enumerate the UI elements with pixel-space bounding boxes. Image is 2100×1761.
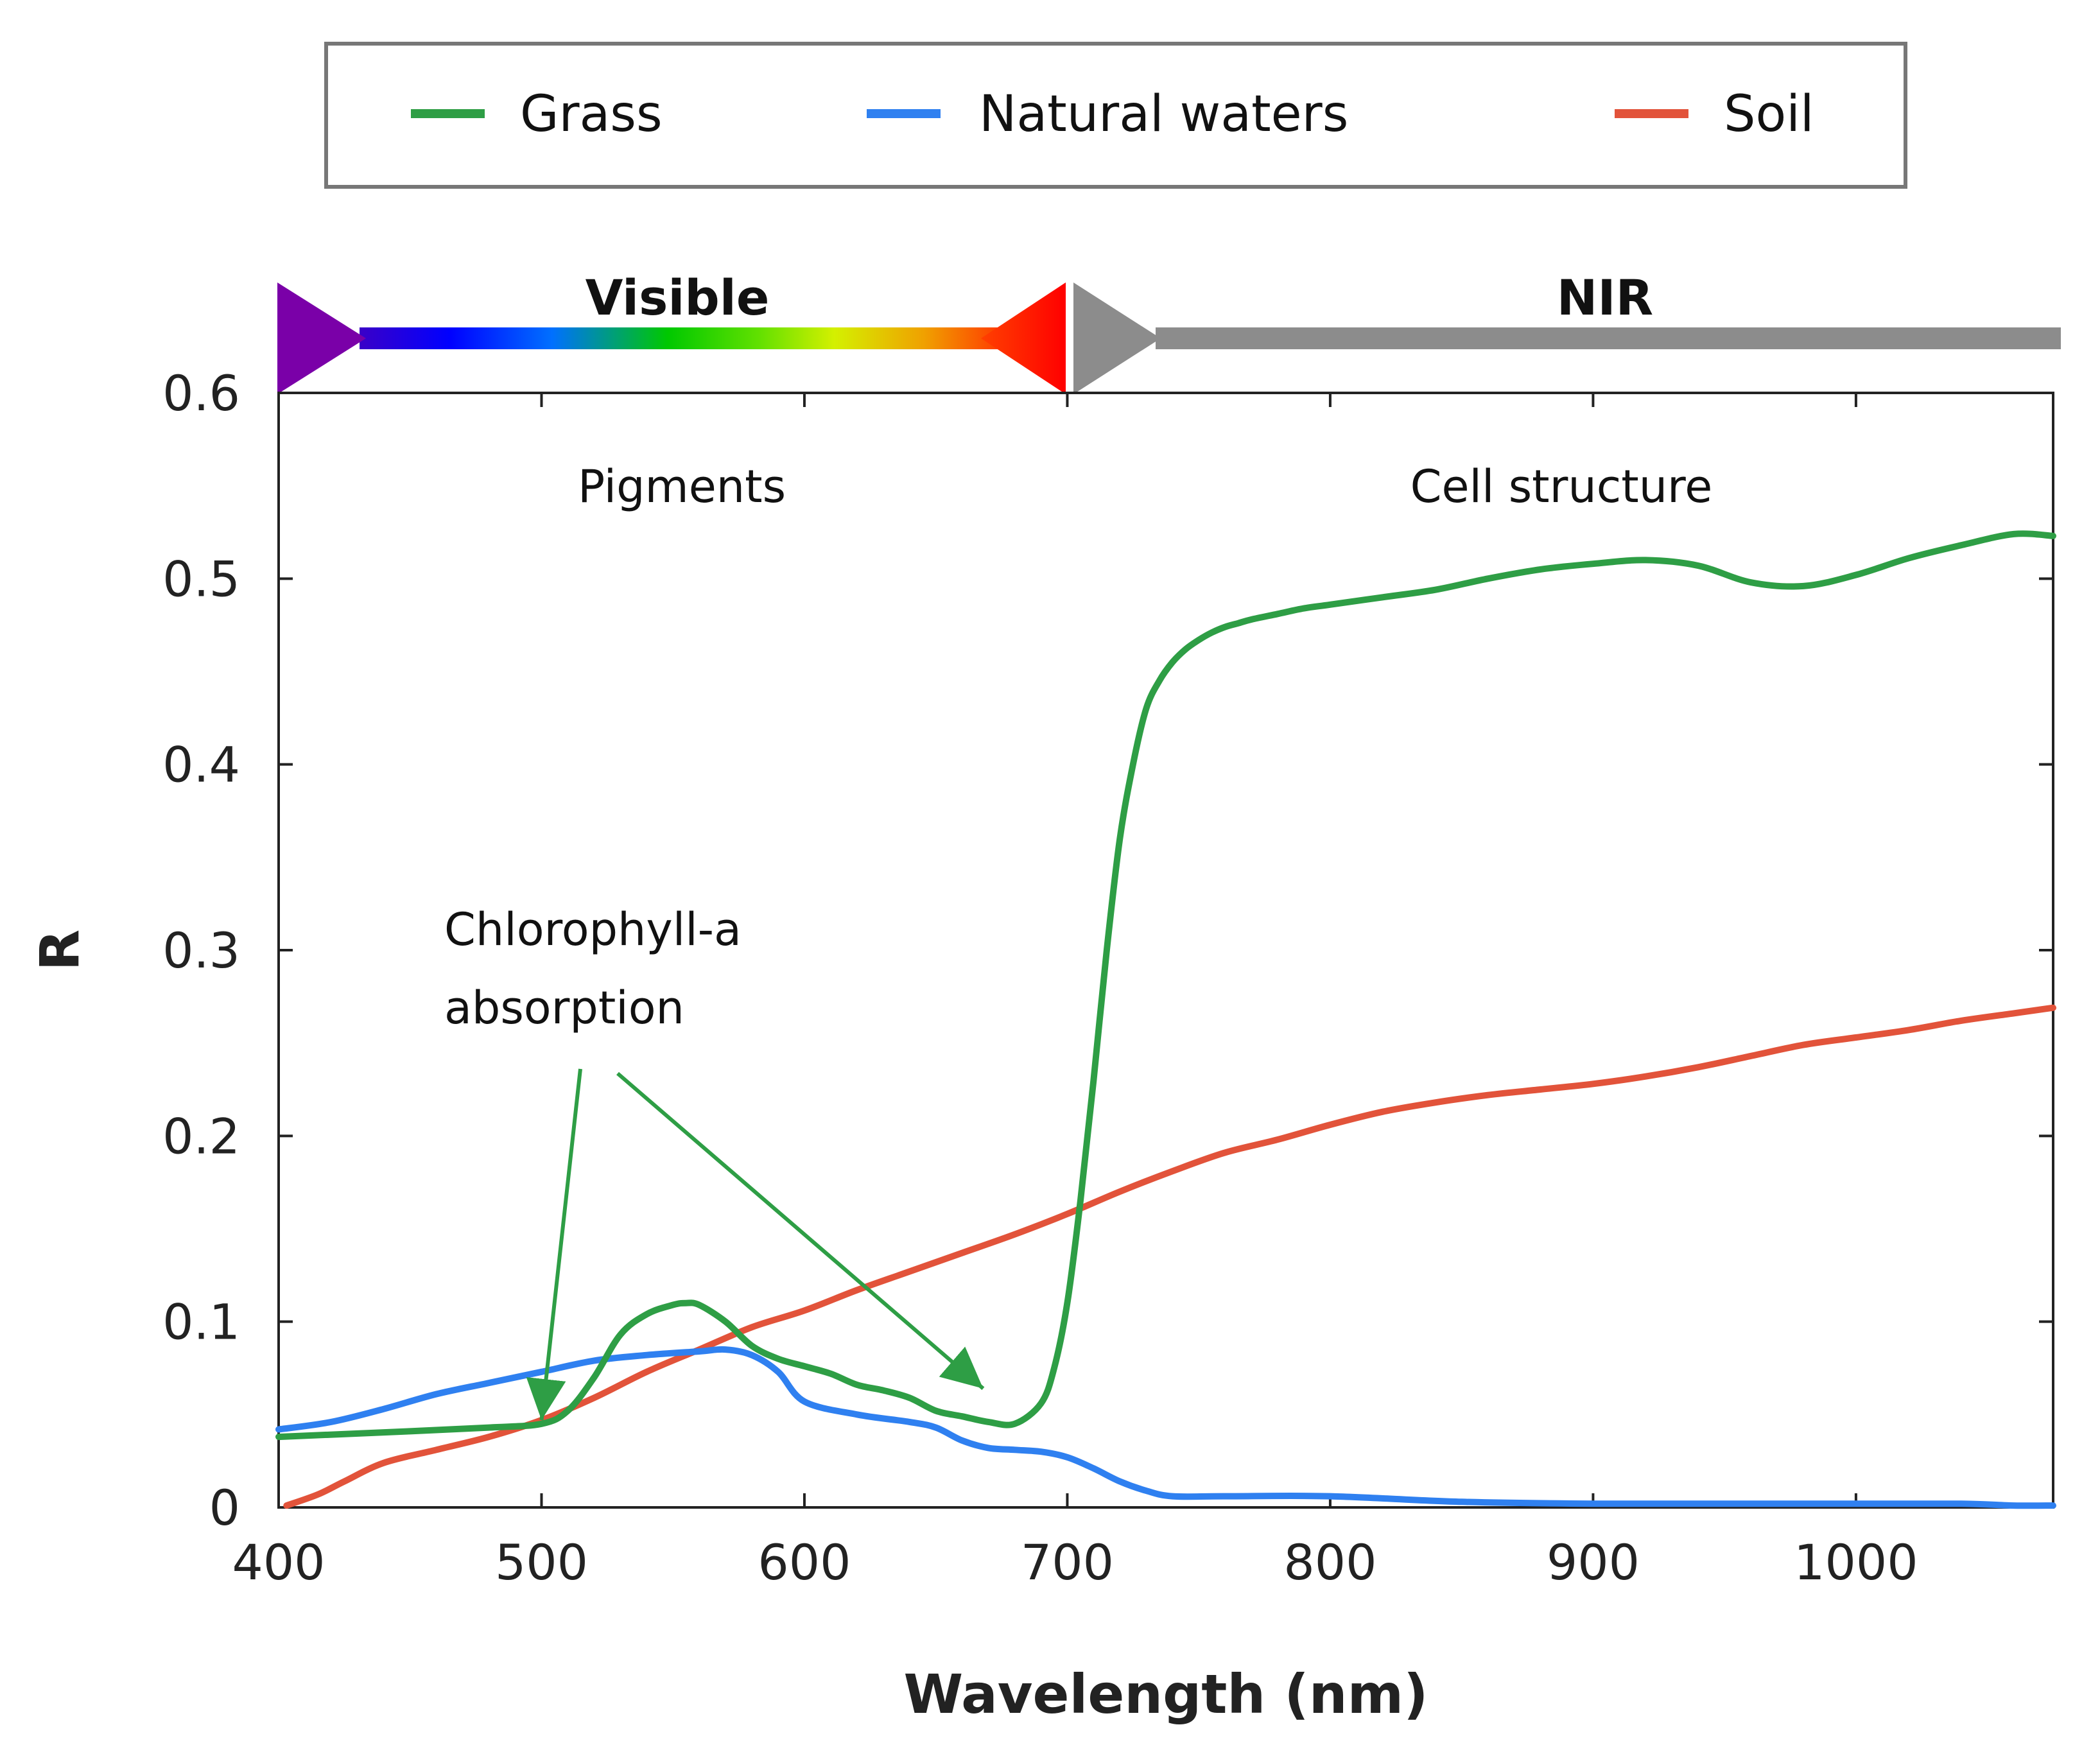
legend-label-soil: Soil [1724, 85, 1814, 143]
x-axis: 400 500 600 700 800 900 1000 [232, 393, 1918, 1591]
annotation-chlorophyll-line1: Chlorophyll-a [444, 903, 742, 956]
nir-band-bar [1156, 327, 2061, 349]
region-title-visible: Visible [586, 269, 770, 326]
x-axis-title: Wavelength (nm) [903, 1663, 1428, 1726]
series-line-natural-waters [275, 1346, 2056, 1509]
y-tick-label: 0.3 [162, 922, 240, 979]
legend: Grass Natural waters Soil [324, 42, 1907, 189]
y-tick-label: 0.2 [162, 1107, 240, 1165]
y-tick-label: 0.6 [162, 365, 240, 422]
annotation-chlorophyll-line2: absorption [444, 982, 684, 1034]
x-tick-label: 1000 [1794, 1534, 1918, 1591]
visible-end-arrow-icon [981, 282, 1066, 394]
legend-label-grass: Grass [520, 85, 663, 143]
y-tick-label: 0 [209, 1479, 240, 1536]
nir-start-arrow-icon [1073, 282, 1161, 394]
region-bars: Visible NIR [277, 269, 2061, 394]
y-tick-label: 0.5 [162, 550, 240, 607]
legend-label-natural-waters: Natural waters [979, 85, 1348, 143]
y-tick-label: 0.1 [162, 1294, 240, 1351]
chlorophyll-arrow [526, 1068, 582, 1421]
x-tick-label: 600 [758, 1534, 851, 1591]
y-axis-title: R [28, 930, 91, 971]
series-line-grass [275, 530, 2056, 1441]
annotation-pigments: Pigments [578, 460, 786, 513]
series-line-soil [283, 1004, 2056, 1509]
x-tick-label: 500 [495, 1534, 588, 1591]
chlorophyll-arrow [616, 1071, 985, 1391]
chlorophyll-arrows [526, 1068, 985, 1421]
x-tick-label: 800 [1283, 1534, 1376, 1591]
y-tick-label: 0.4 [162, 736, 240, 794]
visible-start-arrow-icon [277, 282, 366, 394]
annotation-cell-structure: Cell structure [1410, 460, 1713, 513]
region-title-nir: NIR [1557, 269, 1653, 326]
visible-band-bar [360, 327, 1002, 349]
x-tick-label: 900 [1547, 1534, 1640, 1591]
y-axis: 0 0.1 0.2 0.3 0.4 0.5 0.6 [162, 365, 2053, 1536]
x-tick-label: 700 [1021, 1534, 1114, 1591]
x-tick-label: 400 [232, 1534, 325, 1591]
